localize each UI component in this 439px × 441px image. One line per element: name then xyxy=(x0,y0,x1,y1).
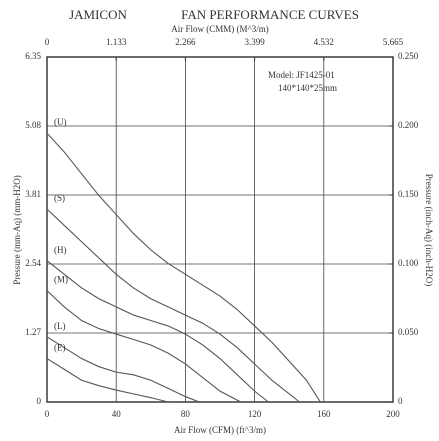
y2-tick-label: 0.200 xyxy=(398,120,419,130)
y2-axis-label: Pressure (inch-Aq) (inch-H2O) xyxy=(424,174,434,286)
y-tick-label: 3.81 xyxy=(25,189,41,199)
annotation: 140*140*25mm xyxy=(278,83,337,93)
y2-tick-label: 0.050 xyxy=(398,327,419,337)
x-tick-label: 80 xyxy=(181,409,191,419)
annotation: Model: JF1425-01 xyxy=(268,70,335,80)
series-label: (H) xyxy=(54,245,67,255)
y-tick-label: 6.35 xyxy=(25,51,41,61)
curve xyxy=(46,336,200,403)
curve xyxy=(46,208,300,403)
series-label: (M) xyxy=(54,275,68,285)
y2-tick-label: 0.100 xyxy=(398,258,419,268)
x2-tick-label: 1.133 xyxy=(106,37,127,47)
x-axis-label: Air Flow (CFM) (ft^3/m) xyxy=(174,425,266,435)
brand: JAMICON xyxy=(69,7,127,22)
plot-frame xyxy=(46,56,394,403)
x2-tick-label: 2.266 xyxy=(175,37,196,47)
series-label: (S) xyxy=(54,193,65,203)
x2-tick-label: 4.532 xyxy=(314,37,334,47)
x2-tick-label: 5.665 xyxy=(383,37,404,47)
y2-tick-label: 0.250 xyxy=(398,51,419,61)
curve xyxy=(46,358,169,403)
y2-tick-label: 0 xyxy=(398,396,403,406)
x2-tick-label: 0 xyxy=(45,37,50,47)
y-tick-label: 2.54 xyxy=(25,258,41,268)
y-tick-label: 0 xyxy=(37,396,42,406)
y-axis-label: Pressure (mm-Aq) (mm-H2O) xyxy=(12,175,22,284)
x2-tick-label: 3.399 xyxy=(244,37,265,47)
y-tick-label: 1.27 xyxy=(25,327,41,337)
x-tick-label: 120 xyxy=(248,409,262,419)
curve xyxy=(46,290,242,403)
y2-tick-label: 0.150 xyxy=(398,189,419,199)
x-tick-label: 0 xyxy=(45,409,50,419)
x2-axis-label: Air Flow (CMM) (M^3/m) xyxy=(171,24,268,34)
chart-title: FAN PERFORMANCE CURVES xyxy=(181,7,359,22)
series-label: (E) xyxy=(54,343,66,353)
series-label: (U) xyxy=(54,117,67,127)
x-tick-label: 160 xyxy=(317,409,331,419)
x-tick-label: 200 xyxy=(386,409,400,419)
y-tick-label: 5.08 xyxy=(25,120,41,130)
curve xyxy=(46,260,269,403)
series-label: (L) xyxy=(54,321,66,331)
x-tick-label: 40 xyxy=(112,409,122,419)
curve xyxy=(46,132,321,403)
